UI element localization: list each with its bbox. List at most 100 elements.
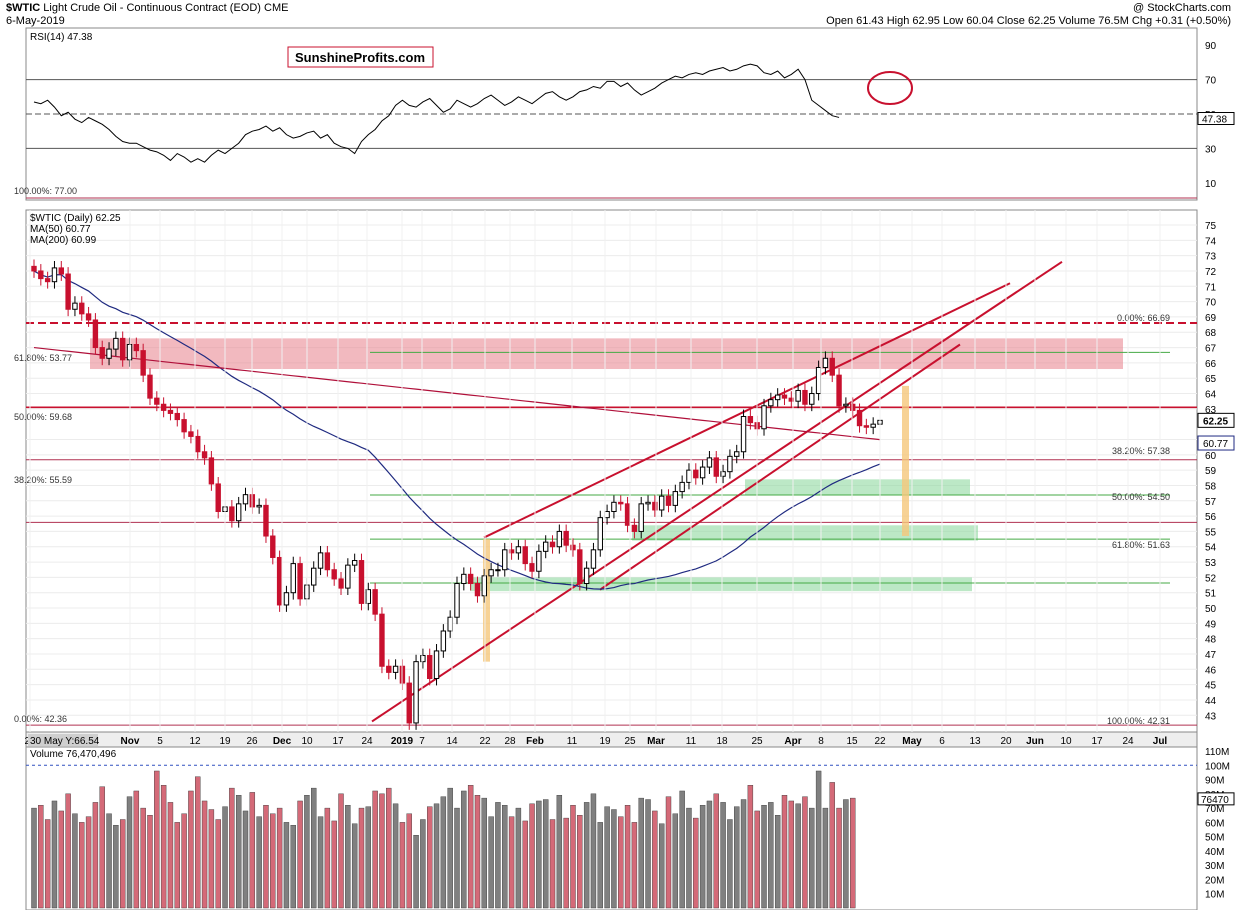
rsi-tick-label: 70 — [1205, 76, 1217, 87]
price-tick-label: 60 — [1205, 451, 1217, 462]
date-tick-label: 13 — [969, 736, 981, 747]
volume-bar — [474, 795, 481, 909]
volume-bar — [467, 785, 474, 909]
price-tick-label: 49 — [1205, 619, 1217, 630]
candle-body — [345, 564, 351, 589]
date-tick-label: Nov — [121, 736, 140, 747]
candle-body — [58, 267, 64, 275]
date-tick-label: 20 — [1000, 736, 1012, 747]
volume-bar — [85, 816, 92, 909]
volume-bar — [113, 825, 119, 909]
candle-body — [529, 563, 535, 572]
date-tick-label: 25 — [751, 736, 763, 747]
volume-bar — [31, 807, 37, 909]
volume-bar — [51, 800, 58, 909]
ma50-legend: MA(50) 60.77 — [30, 224, 91, 235]
volume-bar — [679, 790, 685, 909]
candle-body — [351, 560, 358, 566]
instrument-name: Light Crude Oil - Continuous Contract (E… — [43, 2, 261, 14]
candle-body — [795, 389, 801, 402]
support-zone — [632, 525, 978, 541]
candle-body — [317, 552, 324, 569]
candle-body — [276, 556, 283, 606]
ma200-line — [33, 346, 881, 441]
volume-bar — [174, 822, 180, 909]
volume-bar — [597, 822, 603, 909]
price-tick-label: 67 — [1205, 344, 1217, 355]
volume-bar — [242, 810, 249, 909]
volume-bar — [781, 795, 788, 909]
candle-body — [99, 347, 105, 359]
price-tick-label: 75 — [1205, 221, 1217, 232]
candle-body — [618, 501, 624, 505]
volume-bar — [774, 815, 781, 909]
candle-body — [256, 504, 262, 508]
candle-body — [768, 399, 774, 407]
volume-bar — [38, 805, 44, 909]
date-tick-label: 11 — [686, 736, 697, 747]
candle-body — [154, 397, 160, 405]
price-tick-label: 44 — [1205, 696, 1217, 707]
header-date: 6-May-2019 — [6, 15, 65, 27]
volume-tick-label: 90M — [1205, 776, 1224, 787]
volume-bar — [720, 802, 726, 909]
volume-bar — [338, 793, 344, 909]
volume-bar — [563, 817, 569, 909]
date-tick-label: Dec — [273, 736, 292, 747]
candle-body — [815, 366, 822, 395]
symbol: $WTIC — [6, 2, 41, 14]
price-tick-label: 71 — [1205, 282, 1217, 293]
volume-tick-label: 40M — [1205, 847, 1224, 858]
candle-body — [324, 552, 331, 571]
candle-body — [590, 549, 597, 569]
last-price-box — [1197, 412, 1235, 428]
date-tick-label: 2019 — [391, 736, 414, 747]
volume-bar — [836, 807, 842, 909]
candle-body — [467, 573, 474, 585]
brand-box — [287, 46, 434, 68]
volume-bar — [372, 790, 378, 909]
volume-bar — [311, 787, 317, 909]
price-tick-label: 46 — [1205, 665, 1217, 676]
rsi-line — [33, 63, 840, 163]
volume-bar — [99, 786, 105, 909]
candle-body — [624, 503, 631, 526]
volume-bar — [768, 802, 774, 909]
candle-body — [290, 563, 296, 594]
date-tick-label: 19 — [219, 736, 231, 747]
price-tick-label: 52 — [1205, 573, 1217, 584]
volume-bar — [502, 805, 508, 909]
volume-bar — [454, 807, 460, 909]
date-tick-label: 17 — [1091, 736, 1103, 747]
candle-body — [713, 457, 719, 477]
rsi-tick-label: 10 — [1205, 179, 1217, 190]
candle-body — [665, 495, 672, 506]
candle-body — [583, 567, 590, 585]
ohlc-readout: Open 61.43 High 62.95 Low 60.04 Close 62… — [826, 15, 1231, 27]
date-tick-label: 7 — [419, 736, 425, 747]
date-tick-label: 22 — [874, 736, 886, 747]
volume-bar — [761, 805, 767, 909]
candle-body — [44, 278, 51, 283]
volume-bar — [570, 805, 576, 909]
candle-body — [208, 457, 215, 485]
volume-bar — [92, 802, 99, 909]
candle-body — [263, 504, 269, 537]
date-tick-label: Feb — [526, 736, 544, 747]
volume-bar — [788, 800, 795, 909]
orange-measure-bar — [902, 385, 909, 537]
price-tick-label: 48 — [1205, 635, 1217, 646]
volume-bar — [658, 823, 665, 909]
volume-bar — [713, 793, 719, 909]
fib-label: 100.00%: 42.31 — [1107, 716, 1170, 726]
fib-label: 0.00%: 42.36 — [14, 714, 67, 724]
candle-body — [740, 416, 747, 453]
volume-bar — [249, 792, 256, 909]
fib-label: 50.00%: 54.50 — [1112, 492, 1170, 502]
date-tick-label: 28 — [504, 736, 516, 747]
volume-bar — [386, 787, 392, 909]
ma200-legend: MA(200) 60.99 — [30, 235, 97, 246]
candle-body — [420, 655, 426, 663]
volume-bar — [727, 819, 733, 909]
candle-body — [51, 267, 58, 283]
